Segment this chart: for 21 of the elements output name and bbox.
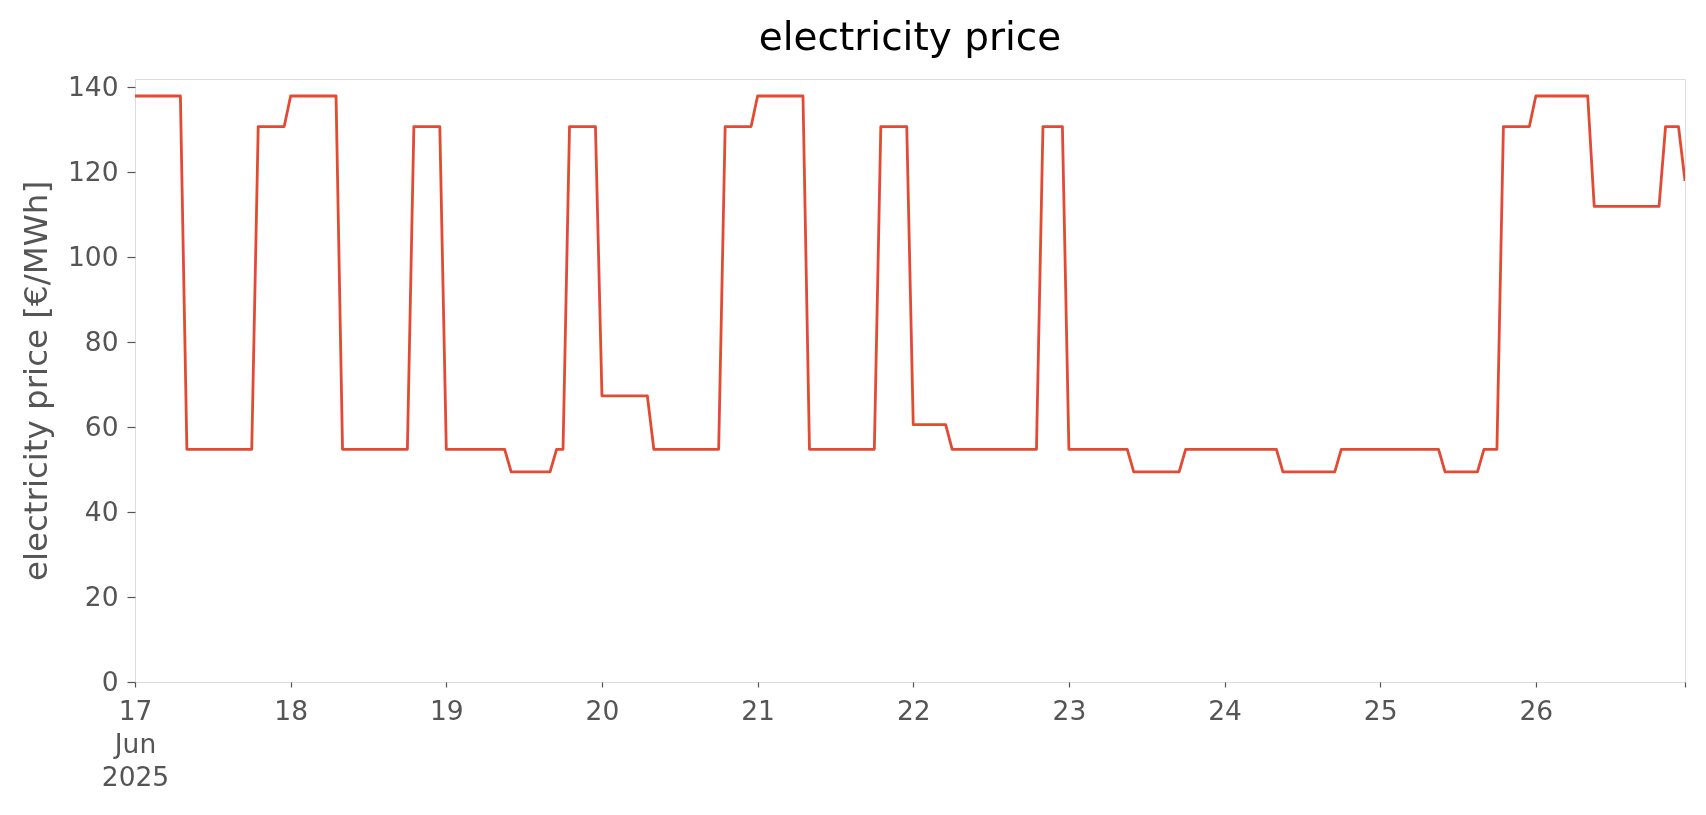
y-tick-label: 60 — [84, 410, 119, 442]
x-tick-label: 17 Jun 2025 — [101, 694, 170, 792]
line-series — [135, 94, 1685, 474]
chart-title: electricity price — [758, 14, 1062, 60]
x-tick-label: 24 — [1208, 694, 1242, 726]
y-tick-label: 20 — [84, 580, 119, 612]
x-tick-label: 23 — [1052, 694, 1087, 726]
x-tick-label: 21 — [741, 694, 775, 726]
y-axis-title: electricity price [€/MWh] — [16, 180, 55, 582]
x-tick-label: 19 — [429, 694, 464, 726]
y-tick-label: 40 — [84, 495, 119, 527]
x-tick-label: 25 — [1363, 694, 1398, 726]
x-tick-label: 26 — [1519, 694, 1554, 726]
x-tick-label: 22 — [896, 694, 931, 726]
y-tick-label: 80 — [84, 325, 119, 357]
x-tick-label: 20 — [585, 694, 620, 726]
y-tick-label: 0 — [101, 665, 119, 697]
y-tick-label: 120 — [67, 155, 119, 187]
x-tick-label: 18 — [274, 694, 309, 726]
y-tick-label: 140 — [67, 70, 119, 102]
y-tick-label: 100 — [67, 240, 119, 272]
